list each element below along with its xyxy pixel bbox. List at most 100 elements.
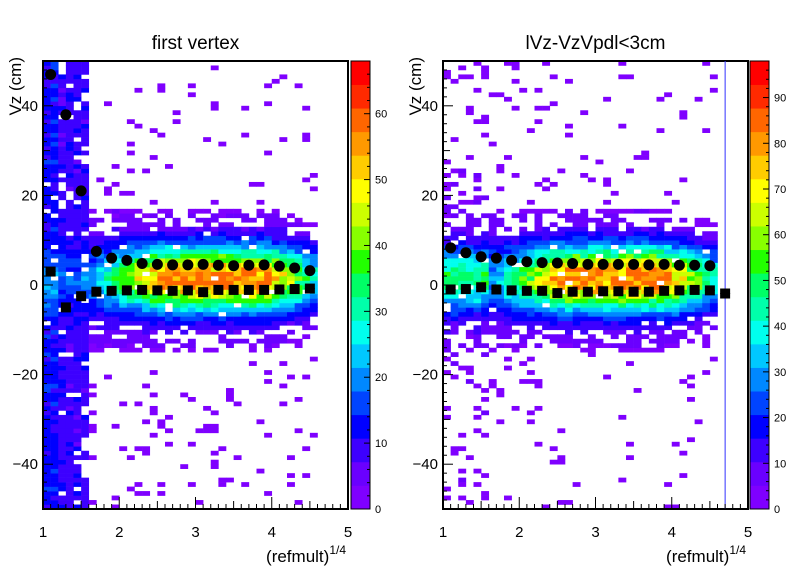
data-point-square [76, 291, 87, 302]
y-tick-label: −20 [13, 367, 38, 384]
y-tick-label: 0 [430, 277, 438, 294]
data-point-circle [60, 109, 72, 121]
data-point-circle [704, 260, 716, 272]
data-point-square [476, 282, 487, 293]
colorbar: 0 10 20 30 40 50 60 [350, 60, 387, 516]
colorbar-band [750, 461, 769, 486]
heatmap-cells [43, 61, 318, 510]
data-point-circle [536, 257, 548, 269]
data-point-square [720, 288, 731, 299]
colorbar-tick-label: 90 [774, 93, 786, 105]
data-point-circle [445, 242, 457, 254]
x-tick-label: 2 [515, 524, 523, 541]
colorbar-tick-label: 60 [774, 230, 786, 242]
data-point-square [152, 285, 163, 296]
colorbar-band [351, 367, 370, 392]
colorbar-band [351, 84, 370, 109]
y-axis-label: Vz (cm) [6, 57, 25, 116]
data-point-square [289, 284, 300, 295]
data-point-square [121, 285, 132, 296]
data-point-circle [167, 259, 179, 271]
colorbar-tick-label: 60 [375, 109, 387, 121]
series-square [45, 266, 315, 313]
data-point-square [521, 285, 532, 296]
data-point-square [643, 286, 654, 297]
colorbar-band [750, 343, 769, 368]
data-point-square [198, 287, 209, 298]
colorbar-band [750, 178, 769, 203]
y-tick-label: 40 [21, 98, 38, 115]
data-point-circle [490, 252, 502, 264]
colorbar-tick-label: 30 [375, 306, 387, 318]
colorbar-band [351, 249, 370, 274]
data-point-circle [90, 245, 102, 257]
data-point-circle [551, 257, 563, 269]
colorbar-band [351, 461, 370, 486]
y-axis-label: Vz (cm) [406, 57, 425, 116]
colorbar-band [750, 84, 769, 109]
colorbar-tick-label: 70 [774, 184, 786, 196]
data-point-square [689, 284, 700, 295]
data-point-circle [197, 258, 209, 270]
data-point-square [182, 285, 193, 296]
data-point-square [582, 286, 593, 297]
data-point-circle [689, 259, 701, 271]
data-point-square [704, 285, 715, 296]
data-point-circle [658, 258, 670, 270]
colorbar-band [351, 61, 370, 85]
colorbar-band [750, 249, 769, 274]
colorbar-band [351, 108, 370, 133]
colorbar-tick-label: 20 [375, 372, 387, 384]
data-point-circle [612, 258, 624, 270]
x-tick-label: 2 [115, 524, 123, 541]
y-tick-label: 20 [21, 187, 38, 204]
data-point-circle [121, 254, 133, 266]
colorbar-band [750, 438, 769, 463]
data-point-square [674, 285, 685, 296]
x-tick-label: 1 [439, 524, 447, 541]
x-tick-label: 4 [268, 524, 276, 541]
panel-vz-cut: 1 2 3 4 5 −40 −20 0 20 40 0 10 20 30 40 50 60 70 80 90 lVz-V… [406, 33, 786, 566]
colorbar-band [351, 485, 370, 510]
chart-title: lVz-VzVpdl<3cm [526, 33, 666, 54]
colorbar-band [351, 178, 370, 203]
panel-first-vertex: 1 2 3 4 5 −40 −20 0 20 40 0 10 20 30 40 50 60 first verte… [6, 33, 387, 566]
colorbar-band [351, 226, 370, 251]
data-point-square [167, 285, 178, 296]
colorbar-tick-label: 10 [774, 458, 786, 470]
data-point-square [213, 284, 224, 295]
data-point-circle [182, 259, 194, 271]
x-tick-label: 5 [344, 524, 352, 541]
x-tick-label: 3 [591, 524, 599, 541]
data-point-circle [643, 259, 655, 271]
colorbar-band [750, 131, 769, 156]
data-point-square [304, 283, 315, 294]
data-point-square [613, 286, 624, 297]
y-tick-label: −40 [413, 456, 438, 473]
data-point-circle [136, 257, 148, 269]
data-point-circle [628, 258, 640, 270]
data-point-square [552, 288, 563, 299]
colorbar-tick-label: 40 [375, 240, 387, 252]
data-point-circle [460, 247, 472, 259]
chart-title: first vertex [152, 33, 240, 54]
series-circle [445, 242, 716, 272]
colorbar-band [750, 108, 769, 133]
data-point-circle [521, 256, 533, 268]
colorbar-band [351, 438, 370, 463]
data-point-circle [597, 258, 609, 270]
y-tick-label: 0 [30, 277, 38, 294]
x-tick-label: 5 [744, 524, 752, 541]
x-axis-label: (refmult)1/4 [266, 543, 346, 566]
y-tick-label: 20 [421, 187, 438, 204]
data-point-circle [106, 252, 118, 264]
colorbar-tick-label: 0 [774, 504, 780, 516]
data-point-square [537, 285, 548, 296]
colorbar-band [351, 131, 370, 156]
colorbar-band [750, 296, 769, 321]
colorbar-band [750, 273, 769, 298]
data-point-square [91, 286, 102, 297]
x-axis: 1 2 3 4 5 [39, 497, 352, 541]
colorbar-band [351, 155, 370, 180]
